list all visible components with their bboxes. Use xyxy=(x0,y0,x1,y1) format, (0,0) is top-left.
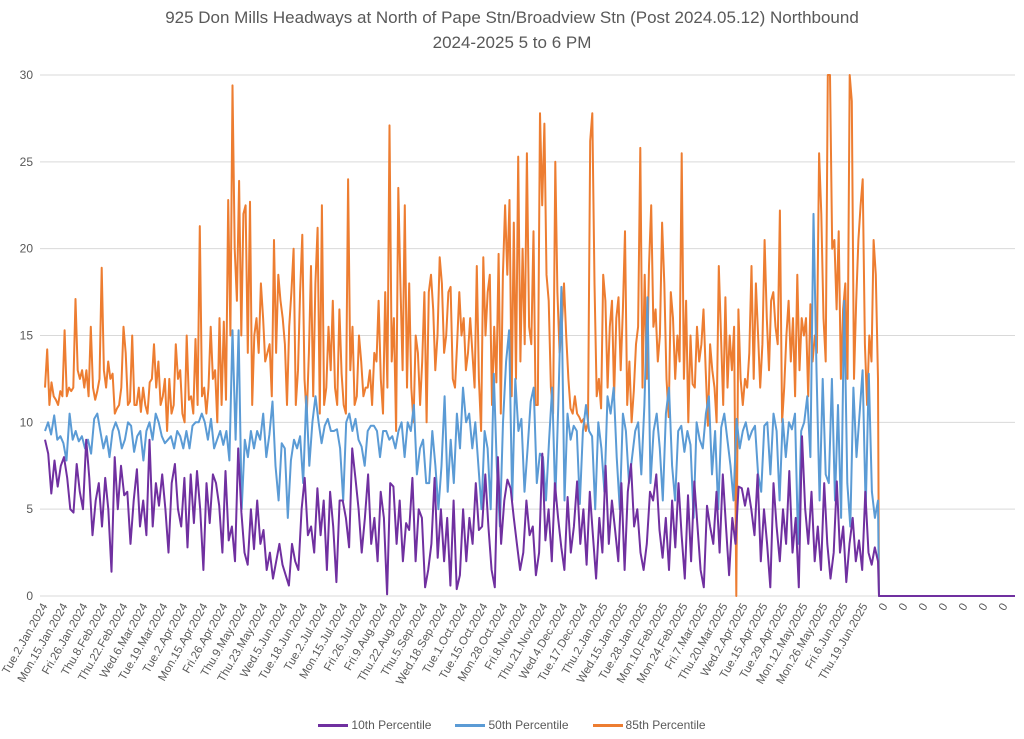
legend-item-85th: 85th Percentile xyxy=(592,718,706,732)
legend-label-85th: 85th Percentile xyxy=(625,718,706,732)
legend-item-10th: 10th Percentile xyxy=(318,718,431,732)
y-tick-label: 25 xyxy=(20,155,34,169)
x-tick-label: 0 xyxy=(937,602,951,614)
x-tick-label: 0 xyxy=(897,602,911,614)
legend-swatch-50th xyxy=(455,723,486,727)
legend-label-10th: 10th Percentile xyxy=(351,718,432,732)
legend-swatch-85th xyxy=(592,723,623,727)
y-tick-label: 10 xyxy=(20,415,34,429)
x-tick-label: 0 xyxy=(997,602,1011,614)
legend-label-50th: 50th Percentile xyxy=(488,718,569,732)
legend: 10th Percentile 50th Percentile 85th Per… xyxy=(0,718,1024,732)
legend-swatch-10th xyxy=(318,723,349,727)
x-tick-label: 0 xyxy=(977,602,991,614)
y-tick-label: 30 xyxy=(20,68,34,82)
x-tick-label: 0 xyxy=(957,602,971,614)
series-line-85th-percentile xyxy=(44,74,1015,597)
chart-subtitle: 2024-2025 5 to 6 PM xyxy=(432,33,592,52)
x-tick-label: 0 xyxy=(877,602,891,614)
y-tick-label: 20 xyxy=(20,242,34,256)
x-tick-label: 0 xyxy=(917,602,931,614)
y-tick-label: 15 xyxy=(20,329,34,343)
series-line-10th-percentile xyxy=(44,435,1015,597)
y-tick-label: 0 xyxy=(26,589,33,603)
y-tick-label: 5 xyxy=(26,502,33,516)
chart-title: 925 Don Mills Headways at North of Pape … xyxy=(165,8,859,27)
series-line-50th-percentile xyxy=(44,212,1015,597)
legend-item-50th: 50th Percentile xyxy=(455,718,569,732)
